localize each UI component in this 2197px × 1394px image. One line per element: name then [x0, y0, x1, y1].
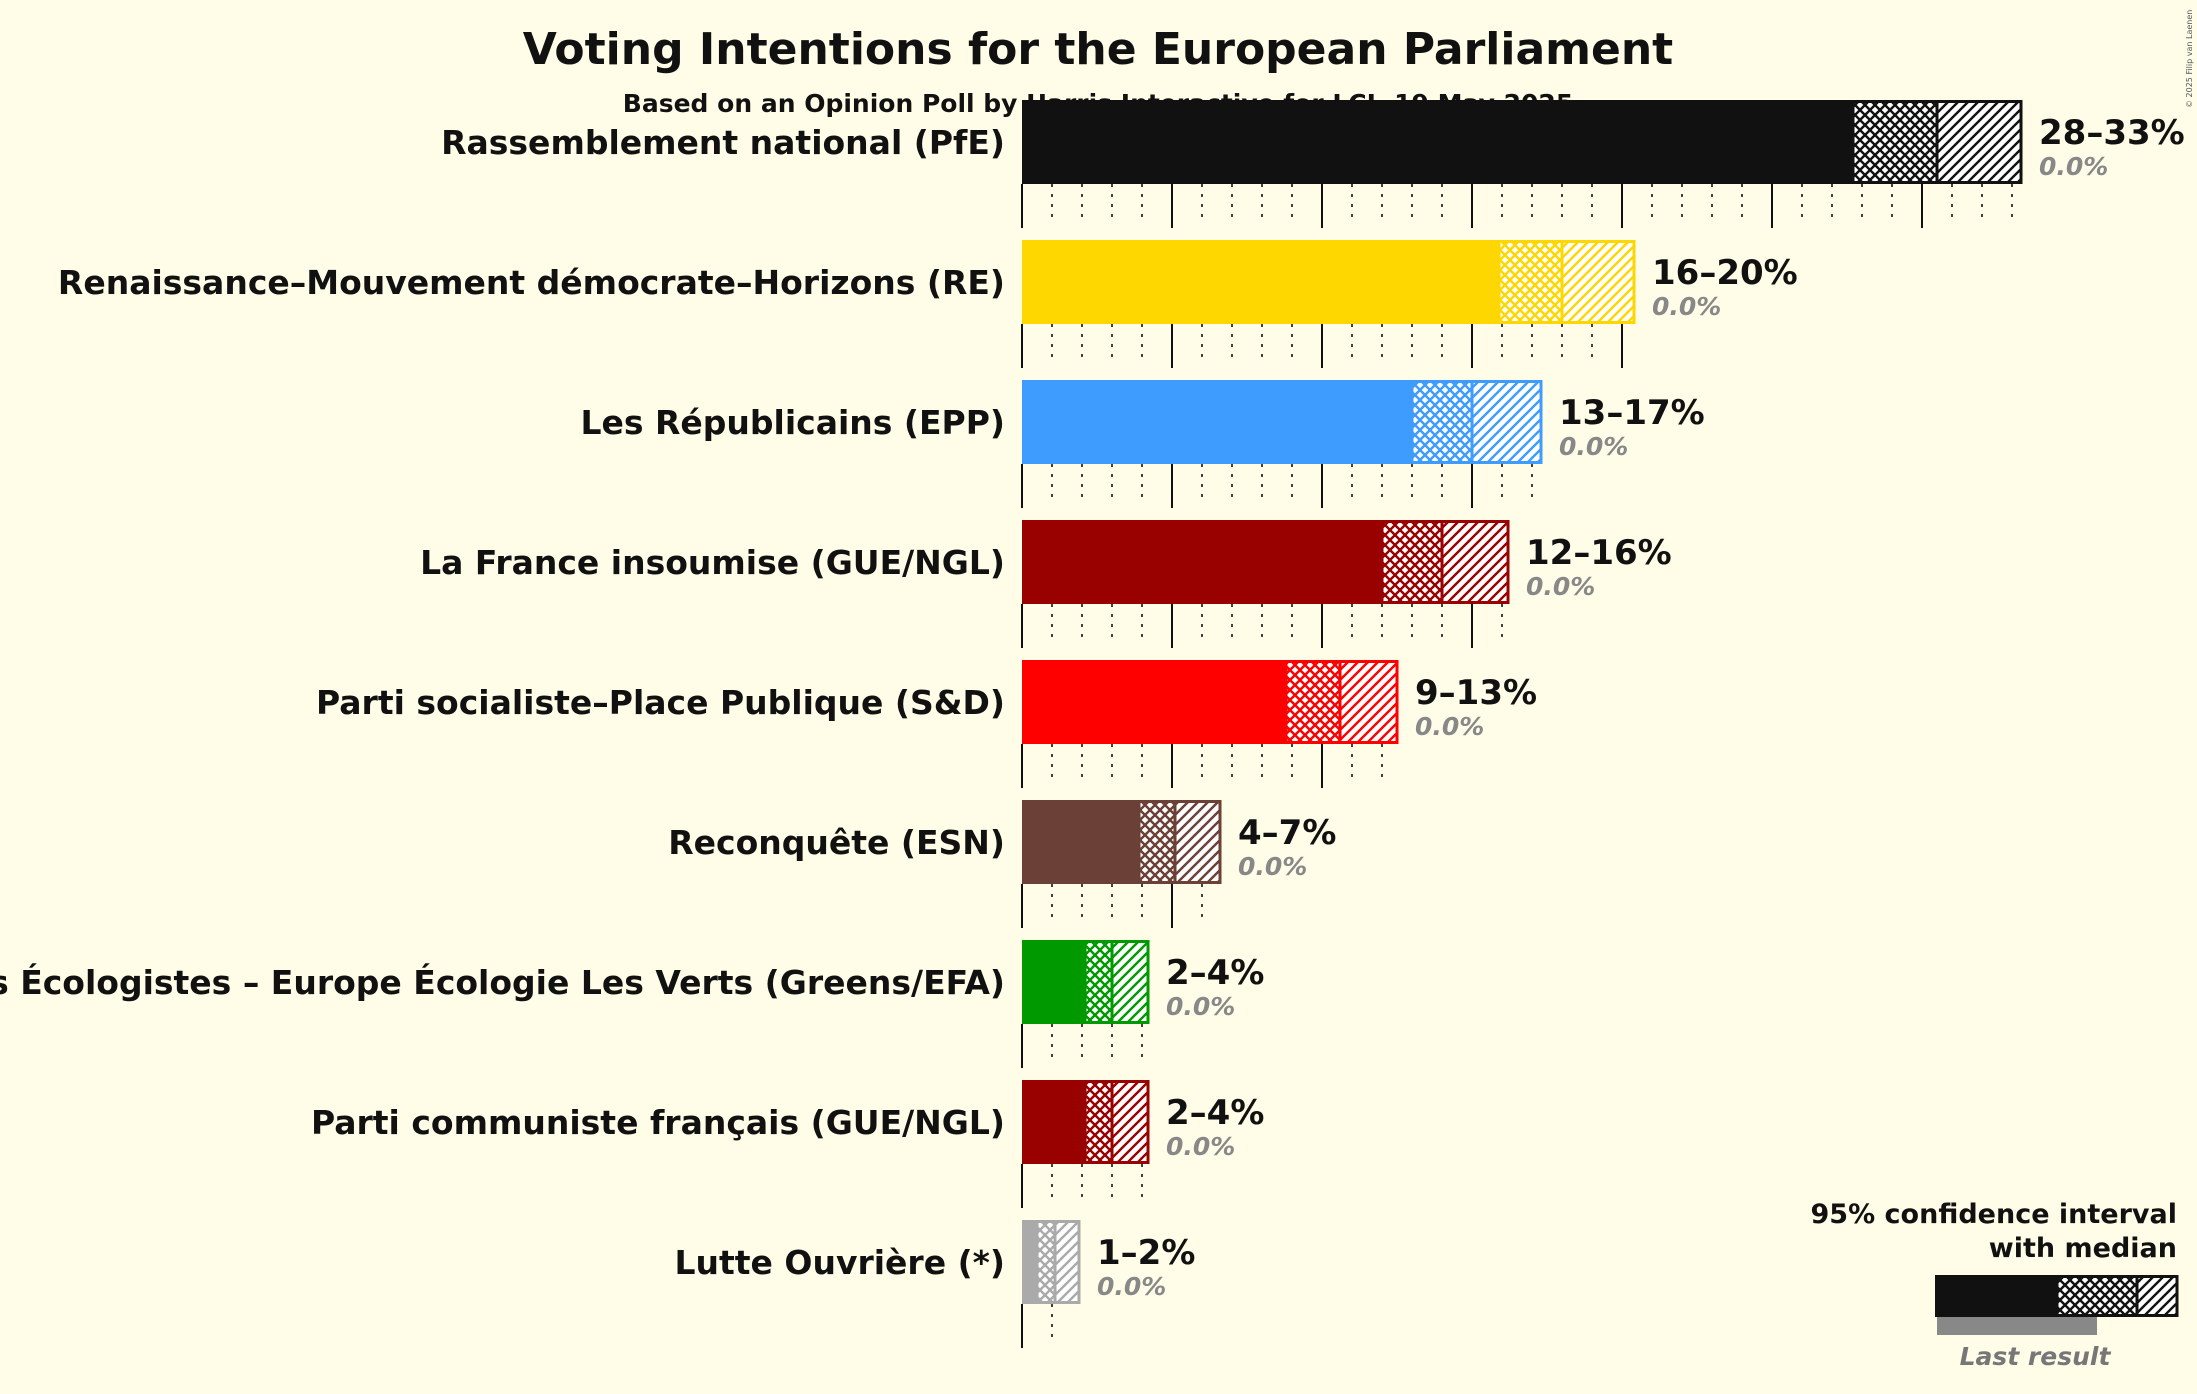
party-row: Parti communiste français (GUE/NGL) 2–4%0… — [311, 1080, 1264, 1164]
bar-ci-outline — [1035, 1220, 1081, 1304]
party-row: Reconquête (ESN) 4–7%0.0% — [668, 800, 1336, 884]
bar-solid — [1022, 800, 1139, 884]
bar-ci-lower — [1085, 940, 1112, 1024]
bar-ci-upper — [1442, 520, 1508, 604]
bar-ci-lower — [1139, 800, 1175, 884]
bar-solid — [1022, 1220, 1037, 1304]
bar-ci-lower — [1412, 380, 1472, 464]
range-label: 2–4% — [1166, 1093, 1264, 1133]
last-result-label: 0.0% — [1559, 432, 1628, 461]
bar-ci-upper — [1472, 380, 1541, 464]
party-row: Renaissance–Mouvement démocrate–Horizons… — [58, 240, 1798, 324]
last-result-label: 0.0% — [1238, 852, 1307, 881]
legend-last-result-bar — [1937, 1317, 2097, 1335]
legend-ci-outline — [2055, 1275, 2179, 1317]
range-label: 16–20% — [1652, 253, 1798, 293]
party-row: Parti socialiste–Place Publique (S&D) 9–1… — [316, 660, 1537, 744]
party-label: Parti communiste français (GUE/NGL) — [311, 1103, 1005, 1142]
bar-ci-lower — [1382, 520, 1442, 604]
bar-ci-lower — [1085, 1080, 1112, 1164]
party-row: Lutte Ouvrière (*) 1–2%0.0% — [674, 1220, 1195, 1304]
last-result-label: 0.0% — [1166, 992, 1235, 1021]
party-label: La France insoumise (GUE/NGL) — [420, 543, 1005, 582]
legend-last-result-label: Last result — [1960, 1342, 2112, 1371]
range-label: 2–4% — [1166, 953, 1264, 993]
bar-ci-outline — [1137, 800, 1222, 884]
bar-solid — [1022, 240, 1499, 324]
bar-ci-lower — [1037, 1220, 1055, 1304]
bar-ci-outline — [1083, 940, 1150, 1024]
bar-ci-upper — [1175, 800, 1220, 884]
bar-solid — [1022, 1080, 1085, 1164]
bar-ci-outline — [1497, 240, 1636, 324]
range-label: 12–16% — [1526, 533, 1672, 573]
legend-solid — [1935, 1275, 2057, 1317]
bar-solid — [1022, 940, 1085, 1024]
legend-ci-upper — [2137, 1275, 2177, 1317]
bar-ci-upper — [1340, 660, 1397, 744]
legend-ci-lower — [2057, 1275, 2137, 1317]
party-label: Lutte Ouvrière (*) — [674, 1243, 1005, 1282]
range-label: 4–7% — [1238, 813, 1336, 853]
party-label: Les Écologistes – Europe Écologie Les Ve… — [0, 962, 1005, 1002]
range-label: 28–33% — [2039, 113, 2185, 153]
last-result-label: 0.0% — [1415, 712, 1484, 741]
bars: Rassemblement national (PfE) 28–33%0.0%Re… — [0, 100, 2185, 1304]
party-label: Parti socialiste–Place Publique (S&D) — [316, 683, 1005, 722]
legend-title-line2: with median — [1989, 1233, 2177, 1264]
bar-ci-upper — [1055, 1220, 1079, 1304]
legend-title-line1: 95% confidence interval — [1811, 1199, 2177, 1230]
last-result-label: 0.0% — [2039, 152, 2108, 181]
last-result-label: 0.0% — [1166, 1132, 1235, 1161]
bar-ci-lower — [1286, 660, 1340, 744]
bar-ci-upper — [1562, 240, 1634, 324]
copyright: © 2025 Filip van Laenen — [2185, 10, 2194, 108]
range-label: 9–13% — [1415, 673, 1537, 713]
party-label: Rassemblement national (PfE) — [441, 123, 1005, 162]
last-result-label: 0.0% — [1526, 572, 1595, 601]
party-row: La France insoumise (GUE/NGL) 12–16%0.0% — [420, 520, 1672, 604]
range-label: 13–17% — [1559, 393, 1705, 433]
party-row: Les Écologistes – Europe Écologie Les Ve… — [0, 940, 1264, 1024]
party-row: Les Républicains (EPP) 13–17%0.0% — [580, 380, 1705, 464]
range-label: 1–2% — [1097, 1233, 1195, 1273]
bar-ci-outline — [1083, 1080, 1150, 1164]
bar-ci-outline — [1410, 380, 1543, 464]
bar-ci-upper — [1112, 1080, 1148, 1164]
last-result-label: 0.0% — [1652, 292, 1721, 321]
party-label: Renaissance–Mouvement démocrate–Horizons… — [58, 263, 1005, 302]
party-label: Reconquête (ESN) — [668, 823, 1005, 862]
bar-solid — [1022, 660, 1286, 744]
bar-solid — [1022, 100, 1853, 184]
gridlines — [1021, 184, 2013, 1348]
party-label: Les Républicains (EPP) — [580, 403, 1005, 442]
party-row: Rassemblement national (PfE) 28–33%0.0% — [441, 100, 2185, 184]
last-result-label: 0.0% — [1097, 1272, 1166, 1301]
chart-title: Voting Intentions for the European Parli… — [523, 24, 1673, 75]
legend: 95% confidence interval with median Last… — [1811, 1199, 2179, 1371]
bar-solid — [1022, 380, 1412, 464]
bar-ci-lower — [1853, 100, 1937, 184]
bar-ci-lower — [1499, 240, 1562, 324]
bar-ci-upper — [1112, 940, 1148, 1024]
bar-ci-outline — [1380, 520, 1510, 604]
bar-solid — [1022, 520, 1382, 604]
bar-ci-upper — [1937, 100, 2021, 184]
